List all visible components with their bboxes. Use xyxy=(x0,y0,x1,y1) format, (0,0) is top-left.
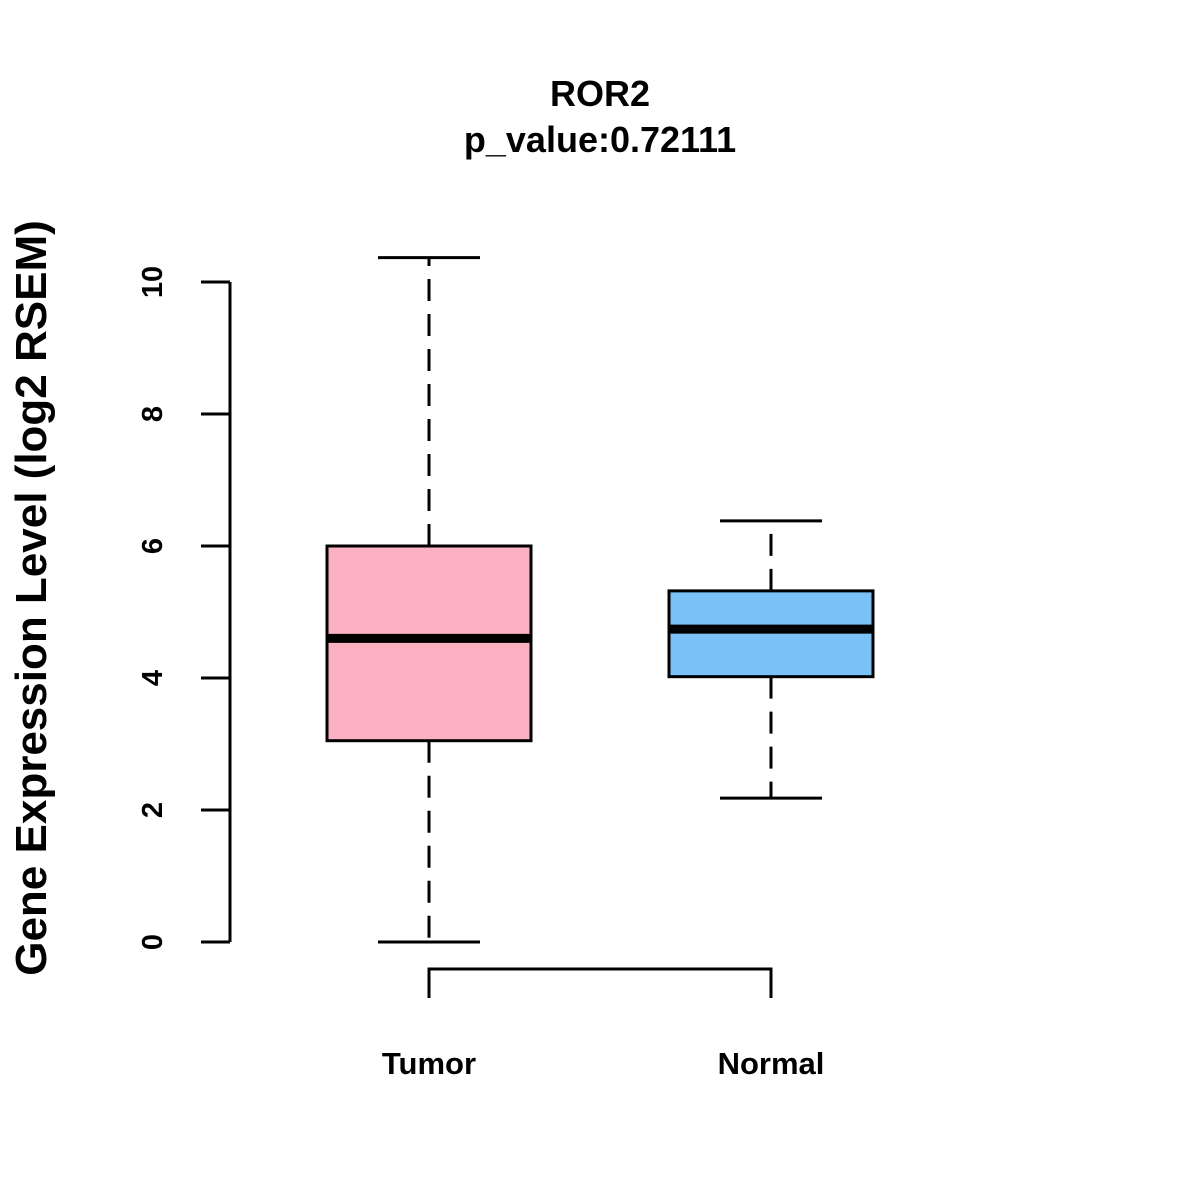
chart-title: ROR2 xyxy=(550,73,650,114)
y-tick-label: 4 xyxy=(137,670,169,686)
box-series xyxy=(325,256,875,944)
y-tick-label: 2 xyxy=(137,802,169,818)
y-tick-label: 6 xyxy=(137,538,169,554)
y-axis-label: Gene Expression Level (log2 RSEM) xyxy=(7,220,56,976)
y-tick-label: 0 xyxy=(137,934,169,950)
x-axis-labels: Tumor Normal xyxy=(382,1046,824,1081)
y-axis: 0 2 4 6 8 10 xyxy=(137,266,232,950)
y-tick-label: 10 xyxy=(137,266,169,298)
iqr-box xyxy=(667,589,875,679)
bracket-line xyxy=(427,967,773,998)
x-category-label-tumor: Tumor xyxy=(382,1046,476,1081)
chart-subtitle: p_value:0.72111 xyxy=(464,119,736,160)
iqr-box xyxy=(325,544,533,743)
box-tumor xyxy=(325,256,533,944)
box-normal xyxy=(667,519,875,800)
comparison-bracket xyxy=(427,967,773,998)
chart-title-group: ROR2 p_value:0.72111 xyxy=(464,73,736,160)
y-tick-label: 8 xyxy=(137,406,169,422)
x-category-label-normal: Normal xyxy=(718,1046,825,1081)
